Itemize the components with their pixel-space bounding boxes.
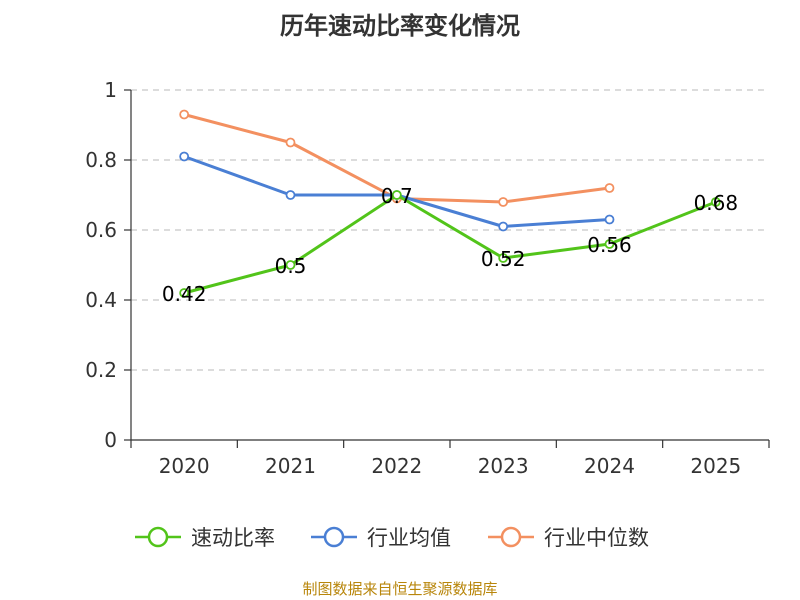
data-label: 0.68	[694, 191, 739, 215]
legend-item[interactable]: 行业均值	[311, 526, 451, 550]
y-tick-label: 0	[104, 428, 117, 452]
data-label: 0.42	[162, 282, 207, 306]
data-point[interactable]	[179, 288, 190, 298]
y-tick-label: 0.8	[85, 148, 117, 172]
legend-marker-icon	[147, 526, 169, 548]
data-label: 0.52	[481, 247, 526, 271]
series-layer	[179, 109, 721, 298]
data-point[interactable]	[710, 197, 721, 207]
x-tick-label: 2024	[584, 454, 635, 478]
x-tick-label: 2020	[159, 454, 210, 478]
data-point[interactable]	[498, 221, 509, 232]
y-tick-label: 0.4	[85, 288, 117, 312]
grid-layer	[131, 89, 769, 371]
legend-label: 速动比率	[191, 526, 275, 550]
data-point[interactable]	[604, 214, 615, 225]
legend-label: 行业中位数	[544, 526, 649, 550]
data-point[interactable]	[285, 190, 296, 200]
data-point[interactable]	[498, 253, 509, 263]
source-note: 制图数据来自恒生聚源数据库	[302, 580, 498, 598]
data-point[interactable]	[285, 137, 296, 148]
legend[interactable]: 速动比率 行业均值 行业中位数	[135, 526, 649, 550]
chart-title: 历年速动比率变化情况	[280, 12, 520, 40]
x-tick-label: 2022	[371, 454, 422, 478]
data-label: 0.56	[587, 233, 632, 257]
data-point[interactable]	[285, 260, 296, 270]
data-label: 0.7	[381, 184, 413, 208]
data-point[interactable]	[604, 183, 615, 193]
legend-item[interactable]: 速动比率	[135, 526, 275, 550]
y-tick-label: 0.6	[85, 218, 117, 242]
data-label-layer: 0.42 0.5 0.7 0.52 0.56 0.68	[162, 184, 738, 306]
axis-layer: 0 0.2 0.4 0.6 0.8 1 2020 2021 2022 2023 2024 2025	[85, 78, 770, 478]
data-point[interactable]	[179, 151, 190, 162]
x-tick-label: 2025	[690, 454, 741, 478]
y-tick-label: 0.2	[85, 358, 117, 382]
x-tick-label: 2021	[265, 454, 316, 478]
legend-marker-icon	[323, 526, 345, 548]
legend-item[interactable]: 行业中位数	[488, 526, 649, 550]
y-tick-label: 1	[104, 78, 117, 102]
legend-label: 行业均值	[367, 526, 451, 550]
legend-marker-icon	[500, 526, 522, 548]
data-point[interactable]	[604, 239, 615, 249]
data-point[interactable]	[391, 190, 402, 200]
x-tick-label: 2023	[478, 454, 529, 478]
series-line-0	[183, 193, 717, 295]
data-point[interactable]	[498, 197, 509, 207]
data-label: 0.5	[275, 254, 307, 278]
data-point[interactable]	[179, 109, 190, 120]
